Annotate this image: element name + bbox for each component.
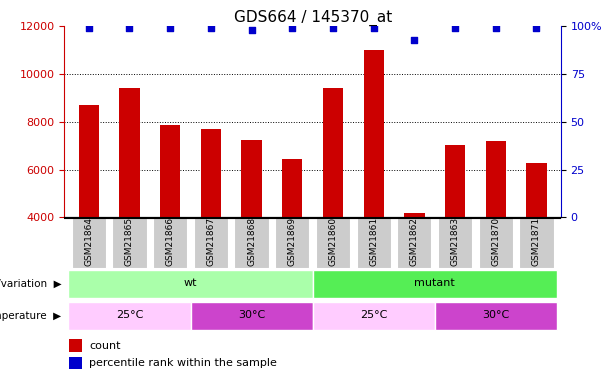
Text: GSM21866: GSM21866 xyxy=(166,217,175,266)
Text: wt: wt xyxy=(184,278,197,288)
Bar xyxy=(397,217,432,268)
Point xyxy=(450,25,460,31)
Bar xyxy=(445,145,465,313)
Point xyxy=(206,25,216,31)
Bar xyxy=(160,126,180,313)
Text: GSM21861: GSM21861 xyxy=(369,217,378,266)
Point xyxy=(531,25,541,31)
Text: mutant: mutant xyxy=(414,278,455,288)
Text: GSM21867: GSM21867 xyxy=(207,217,215,266)
Text: GSM21864: GSM21864 xyxy=(84,217,93,266)
Text: GSM21869: GSM21869 xyxy=(287,217,297,266)
Bar xyxy=(69,357,82,369)
Point xyxy=(491,25,501,31)
Bar xyxy=(235,217,268,268)
Text: GSM21860: GSM21860 xyxy=(329,217,338,266)
Bar xyxy=(200,129,221,313)
Bar xyxy=(112,217,147,268)
Point xyxy=(166,25,175,31)
Text: 30°C: 30°C xyxy=(482,310,509,320)
Bar xyxy=(316,217,350,268)
Bar xyxy=(282,159,302,313)
Point xyxy=(287,25,297,31)
Bar xyxy=(479,217,513,268)
Text: GSM21871: GSM21871 xyxy=(532,217,541,266)
Bar xyxy=(72,217,106,268)
Text: GSM21862: GSM21862 xyxy=(410,217,419,266)
Bar xyxy=(435,302,557,330)
Bar xyxy=(438,217,472,268)
Bar xyxy=(69,339,82,352)
Bar xyxy=(275,217,310,268)
Bar xyxy=(323,88,343,313)
Text: percentile rank within the sample: percentile rank within the sample xyxy=(89,358,277,368)
Text: 30°C: 30°C xyxy=(238,310,265,320)
Bar xyxy=(364,50,384,313)
Bar xyxy=(69,270,313,298)
Text: GSM21865: GSM21865 xyxy=(125,217,134,266)
Point xyxy=(369,25,379,31)
Title: GDS664 / 145370_at: GDS664 / 145370_at xyxy=(234,10,392,26)
Text: genotype/variation  ▶: genotype/variation ▶ xyxy=(0,279,61,289)
Text: temperature  ▶: temperature ▶ xyxy=(0,311,61,321)
Bar xyxy=(78,105,99,313)
Bar xyxy=(527,162,547,313)
Text: GSM21863: GSM21863 xyxy=(451,217,460,266)
Bar xyxy=(153,217,188,268)
Bar xyxy=(485,141,506,313)
Text: GSM21868: GSM21868 xyxy=(247,217,256,266)
Point xyxy=(409,37,419,43)
Bar xyxy=(313,270,557,298)
Bar xyxy=(404,213,425,313)
Bar xyxy=(191,302,313,330)
Bar xyxy=(357,217,390,268)
Text: count: count xyxy=(89,340,121,351)
Bar xyxy=(69,302,191,330)
Point xyxy=(84,25,94,31)
Point xyxy=(246,27,256,33)
Bar xyxy=(519,217,554,268)
Bar xyxy=(313,302,435,330)
Point xyxy=(124,25,134,31)
Text: 25°C: 25°C xyxy=(116,310,143,320)
Bar xyxy=(194,217,228,268)
Point xyxy=(328,25,338,31)
Text: 25°C: 25°C xyxy=(360,310,387,320)
Bar xyxy=(120,88,140,313)
Bar xyxy=(242,140,262,313)
Text: GSM21870: GSM21870 xyxy=(491,217,500,266)
